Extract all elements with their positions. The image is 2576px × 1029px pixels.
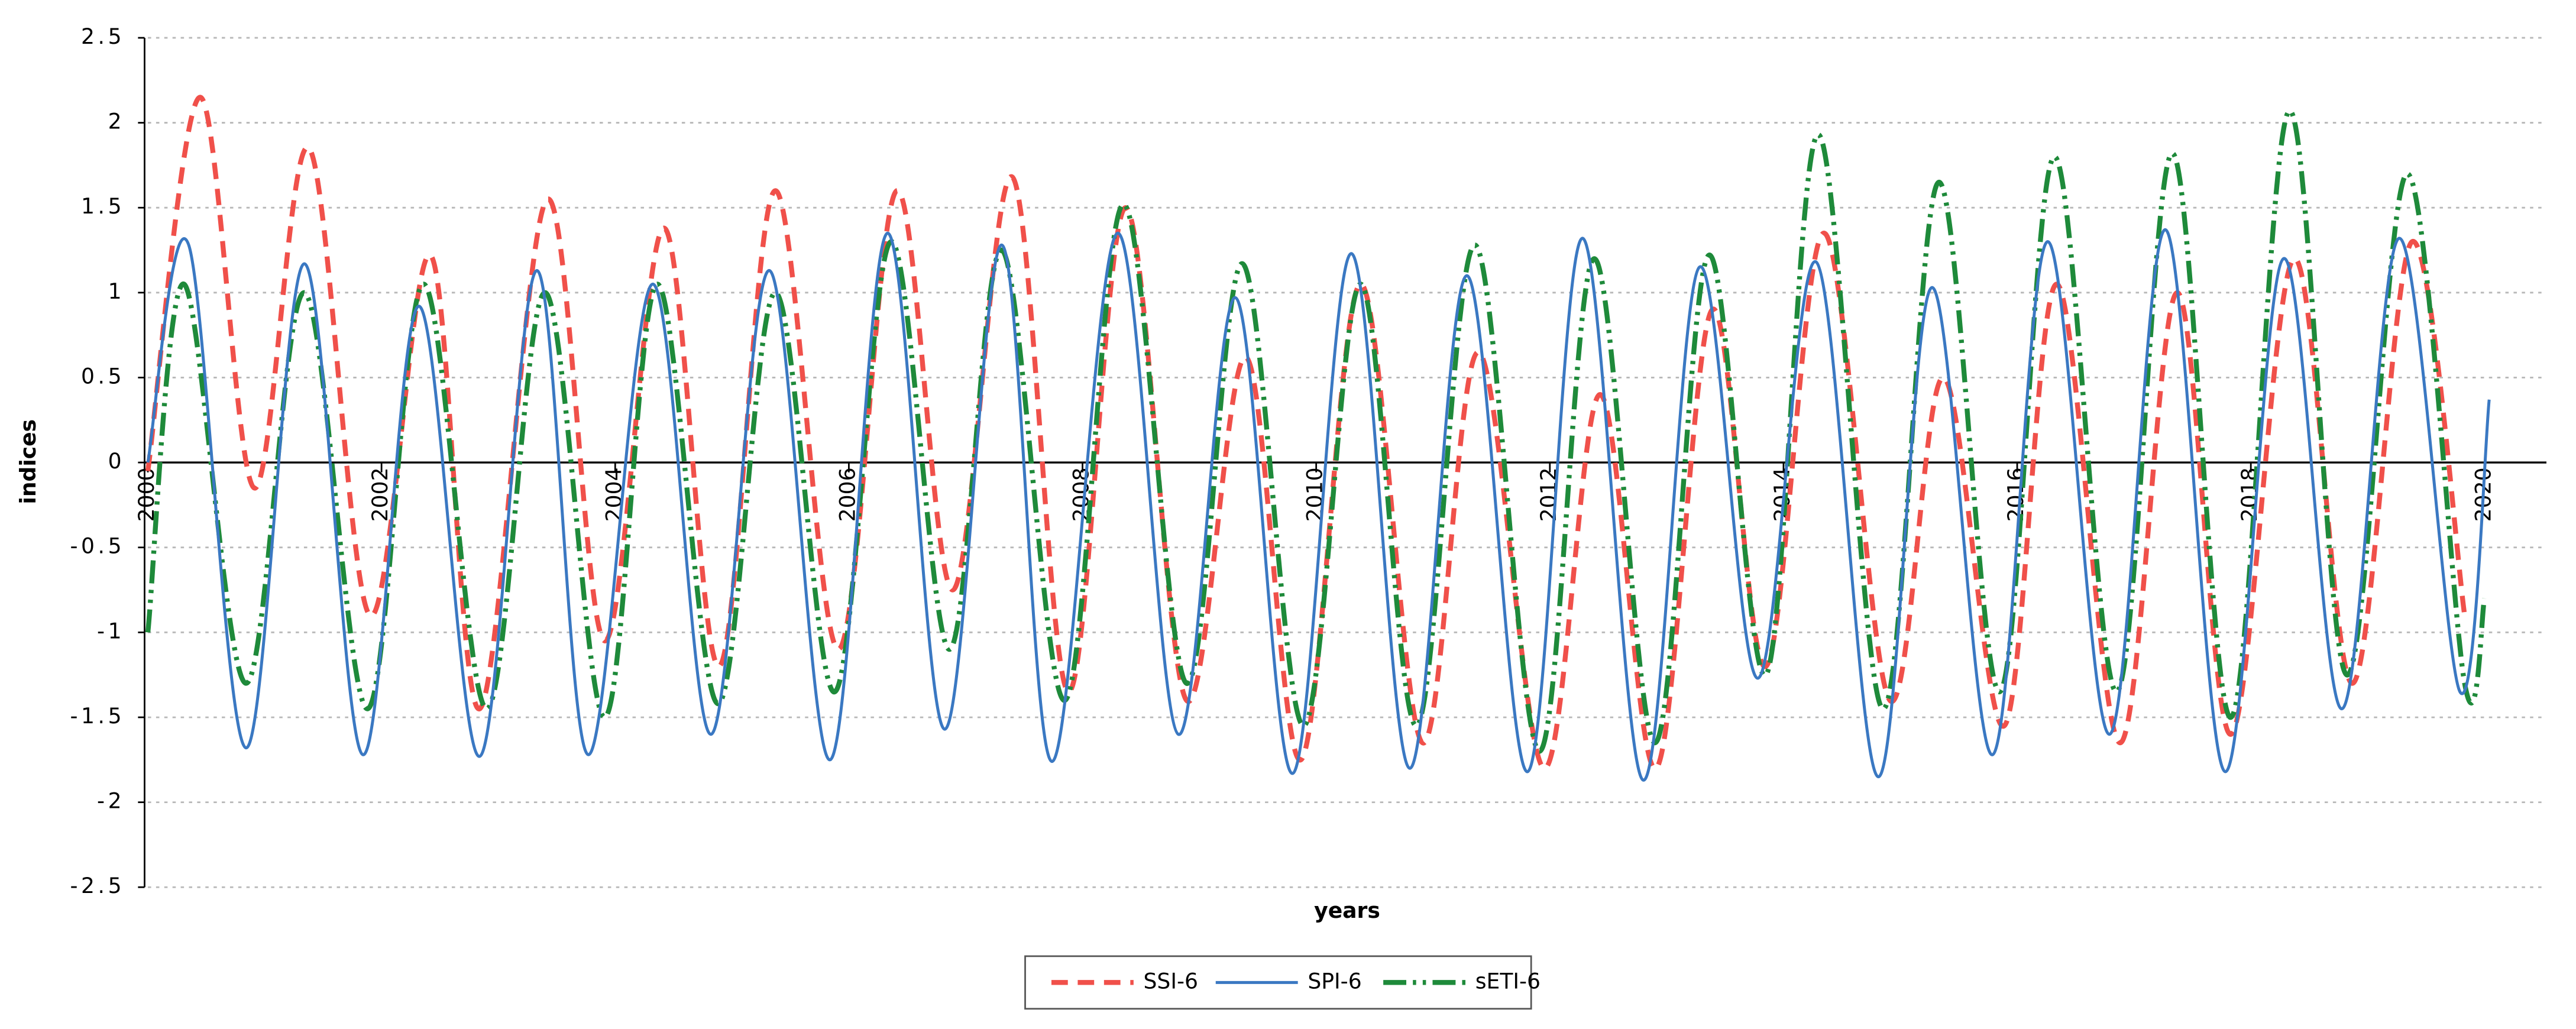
x-tick-label: 2006 — [834, 467, 860, 522]
legend-label: SSI-6 — [1144, 968, 1199, 994]
x-tick-label: 2002 — [367, 467, 393, 522]
y-tick-label: 1.5 — [81, 193, 125, 219]
y-tick-label: -0.5 — [70, 533, 125, 559]
y-tick-label: 2 — [108, 109, 125, 134]
y-tick-label: -2.5 — [70, 873, 125, 898]
y-axis-title: indices — [15, 419, 41, 504]
y-tick-label: -1 — [97, 618, 125, 643]
y-tick-label: -2 — [97, 788, 125, 814]
y-tick-label: 2.5 — [81, 24, 125, 49]
y-tick-label: -1.5 — [70, 703, 125, 729]
legend-label: SPI-6 — [1308, 968, 1361, 994]
series-line — [145, 95, 2467, 771]
series-line — [146, 228, 2491, 782]
legend-label: sETI-6 — [1475, 968, 1541, 994]
y-tick-label: 0.5 — [81, 363, 125, 389]
series-line — [145, 108, 2487, 754]
y-tick-label: 0 — [108, 448, 125, 474]
y-tick-label: 1 — [108, 279, 125, 304]
x-axis-title: years — [1314, 898, 1380, 923]
